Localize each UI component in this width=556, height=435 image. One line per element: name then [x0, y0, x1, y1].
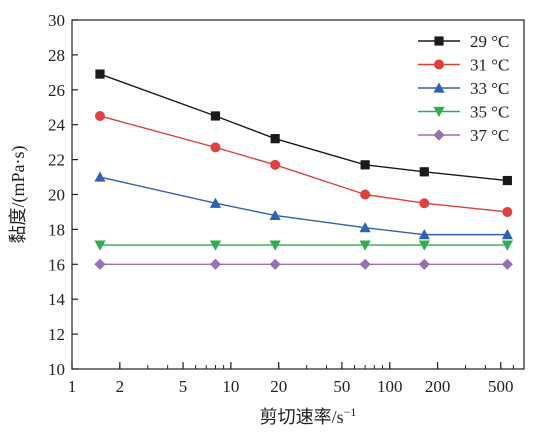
data-point [210, 111, 221, 121]
legend-label: 31 °C [470, 56, 509, 75]
legend-marker [433, 106, 445, 118]
series-2 [94, 110, 513, 217]
x-axis-title-superscript: −1 [344, 405, 357, 419]
data-point [419, 167, 429, 177]
legend-marker [434, 59, 444, 70]
legend-entry-4: 35 °C [418, 103, 509, 122]
data-point [501, 229, 513, 240]
data-point [501, 258, 513, 270]
data-point [209, 258, 222, 270]
legend-entry-5: 37 °C [418, 126, 509, 145]
plot-area [71, 19, 525, 370]
x-tick-label: 2 [116, 377, 125, 396]
plot-frame [71, 19, 525, 370]
data-point [418, 229, 430, 240]
y-tick-label: 14 [48, 290, 66, 309]
legend-marker [433, 82, 445, 93]
data-point [269, 240, 281, 251]
legend-label: 33 °C [470, 79, 509, 98]
y-tick-label: 22 [48, 151, 65, 170]
data-point [94, 110, 105, 121]
data-point [359, 258, 371, 270]
series-4 [94, 240, 513, 251]
series-3 [94, 171, 513, 240]
y-tick-label: 24 [48, 116, 66, 135]
data-point [94, 240, 106, 251]
x-tick-label: 200 [425, 377, 451, 396]
y-tick-label: 20 [48, 186, 65, 205]
x-axis-title-main: 剪切速率/s [260, 407, 344, 427]
data-point [270, 159, 281, 170]
data-point [359, 222, 371, 233]
legend-marker [433, 129, 445, 141]
series-line [99, 73, 508, 182]
y-tick-label: 30 [48, 11, 65, 30]
x-tick-label: 5 [179, 377, 188, 396]
legend-entry-2: 31 °C [418, 56, 509, 75]
series-line [99, 176, 508, 236]
data-point [209, 240, 222, 251]
series-group [94, 69, 513, 270]
legend-label: 29 °C [470, 32, 509, 51]
y-tick-label: 12 [48, 325, 65, 344]
series-line [99, 115, 508, 213]
y-tick-label: 16 [48, 255, 65, 274]
data-point [502, 206, 513, 217]
legend-label: 35 °C [470, 103, 509, 122]
x-axis-title: 剪切速率/s−1 [260, 405, 357, 427]
data-point [209, 197, 222, 208]
y-axis-title: 黏度/(mPa·s) [8, 146, 29, 244]
x-tick-label: 50 [333, 377, 350, 396]
legend-entry-1: 29 °C [418, 32, 509, 51]
y-tick-label: 26 [48, 81, 65, 100]
x-tick-label: 10 [222, 377, 239, 396]
series-1 [95, 69, 512, 186]
data-point [270, 134, 280, 144]
legend-marker [434, 36, 444, 46]
x-tick-label: 500 [488, 377, 514, 396]
data-point [360, 160, 370, 170]
y-tick-label: 18 [48, 220, 65, 239]
y-tick-label: 10 [48, 360, 65, 379]
data-point [419, 198, 430, 209]
x-tick-label: 100 [377, 377, 403, 396]
data-point [359, 240, 371, 251]
series-5 [94, 258, 513, 270]
data-point [502, 175, 512, 186]
x-tick-label: 20 [270, 377, 287, 396]
data-point [94, 258, 106, 270]
legend-entry-3: 33 °C [418, 79, 509, 98]
data-point [95, 69, 105, 79]
legend: 29 °C 31 °C 33 °C 35 °C 37 °C [418, 32, 509, 145]
legend-label: 37 °C [470, 126, 509, 145]
data-point [418, 240, 430, 251]
y-tick-label: 28 [48, 46, 65, 65]
x-tick-label: 1 [68, 377, 77, 396]
data-point [269, 258, 281, 270]
data-point [418, 258, 430, 270]
data-point [269, 209, 281, 221]
data-point [210, 142, 221, 153]
data-point [360, 189, 371, 200]
data-point [94, 171, 106, 182]
data-point [501, 240, 513, 251]
